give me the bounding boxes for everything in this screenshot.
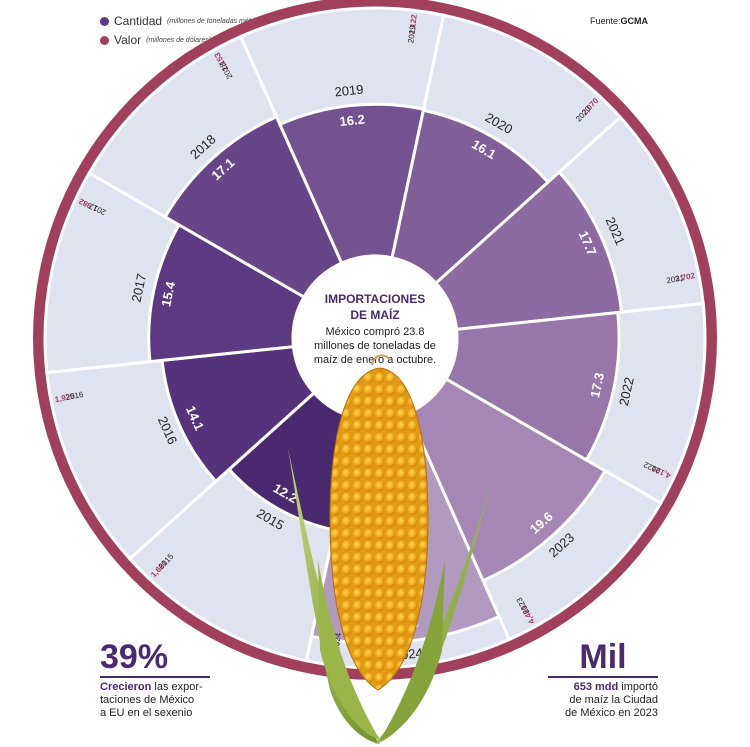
stat-right-big: Mil: [579, 638, 627, 676]
stat-left-rule: [100, 676, 210, 678]
stat-right-text: 653 mdd importó de maíz la Ciudad de Méx…: [548, 681, 658, 721]
source-prefix: Fuente:: [589, 16, 621, 26]
stat-left-line3: a EU en el sexenio: [100, 707, 193, 720]
year-label-2019: 2019: [334, 82, 364, 100]
valor-year-2016: 2016: [65, 390, 85, 402]
valor-label-2016: 1,925: [54, 391, 76, 404]
year-label-2022: 2022: [616, 376, 637, 407]
stat-right-bold: 653 mdd: [573, 681, 619, 693]
valor-year-2021: 2021: [666, 273, 686, 285]
valor-label-2021: 3,702: [674, 271, 696, 284]
legend-valor: Valor (millones de dólares): [100, 33, 211, 47]
stat-left-text: Crecieron las expor- taciones de México …: [100, 681, 210, 721]
legend-cantidad-label: Cantidad: [114, 14, 163, 28]
stat-left-big: 39%: [100, 638, 169, 676]
source-credit: Fuente:GCMA: [590, 16, 648, 26]
source-name: GCMA: [620, 16, 649, 26]
stat-left-bold: Crecieron: [100, 681, 152, 693]
stat-left-line1: las expor-: [151, 681, 203, 693]
stat-right-rule: [548, 676, 658, 678]
cantidad-label-2017: 15.4: [158, 279, 178, 308]
stat-left: 39% Crecieron las expor- taciones de Méx…: [100, 640, 210, 721]
corn-cob-image: [288, 354, 492, 744]
valor-label-2019: 2,122: [407, 13, 418, 35]
cantidad-label-2022: 17.3: [587, 371, 607, 399]
center-circle: [293, 256, 457, 420]
cantidad-label-2019: 16.2: [339, 112, 366, 130]
center-title-line1: IMPORTACIONES: [325, 292, 425, 306]
center-text-line1: México compró 23.8: [325, 326, 424, 338]
legend-valor-label: Valor: [114, 33, 142, 47]
year-label-2017: 2017: [129, 272, 150, 303]
cantidad-swatch: [100, 16, 109, 26]
legend-cantidad: Cantidad (millones de toneladas métricas…: [100, 14, 268, 28]
stat-right-line1: importó: [618, 681, 658, 693]
stat-right-line2: de maíz la Ciudad: [569, 694, 658, 707]
center-title-line2: DE MAÍZ: [350, 307, 399, 322]
stat-right: Mil 653 mdd importó de maíz la Ciudad de…: [548, 640, 658, 721]
stat-left-line2: taciones de México: [100, 694, 195, 707]
legend-cantidad-note: (millones de toneladas métricas): [167, 17, 268, 25]
valor-swatch: [100, 35, 109, 45]
valor-year-2019: 2019: [406, 24, 417, 43]
stat-right-line3: de México en 2023: [565, 707, 658, 720]
legend-valor-note: (millones de dólares): [146, 36, 212, 44]
center-text-line2: millones de toneladas de: [314, 340, 436, 352]
valor-year-2024: 2024: [332, 632, 343, 651]
